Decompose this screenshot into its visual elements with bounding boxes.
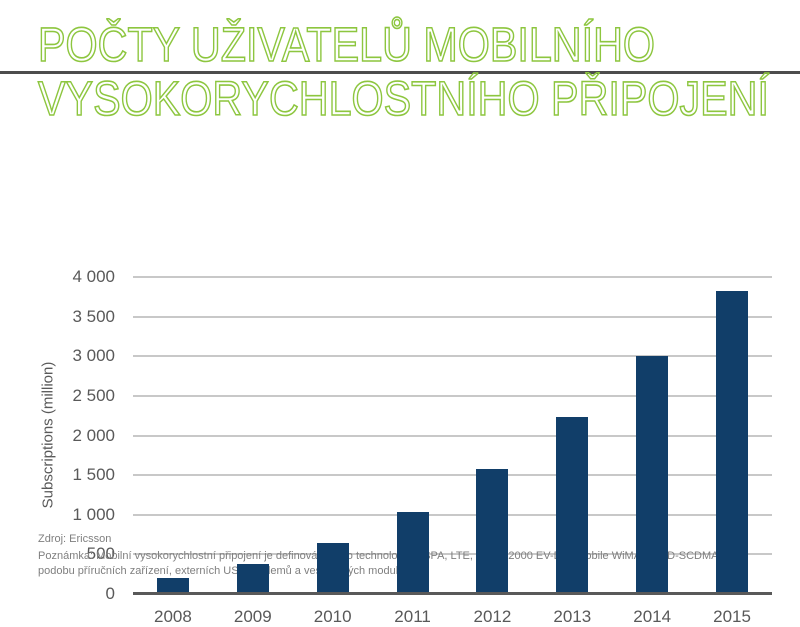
x-tick-label-2013: 2013 xyxy=(553,607,592,626)
x-tick-label-2009: 2009 xyxy=(233,607,272,626)
gridline-1500 xyxy=(133,474,772,477)
y-tick-label-1000: 1 000 xyxy=(72,504,115,524)
bar-slot-2014 xyxy=(612,277,692,594)
plot-area xyxy=(133,276,772,595)
bar-slot-2011 xyxy=(373,277,453,594)
bar-slot-2010 xyxy=(293,277,373,594)
bar-2012 xyxy=(476,469,509,594)
x-tick-label-2011: 2011 xyxy=(394,607,431,626)
gridline-3000 xyxy=(133,355,772,358)
gridline-4000 xyxy=(133,276,772,278)
title-divider-line xyxy=(0,71,800,74)
bar-slot-2009 xyxy=(213,277,293,594)
y-tick-label-3000: 3 000 xyxy=(72,346,115,366)
y-tick-label-500: 500 xyxy=(86,544,115,564)
y-tick-label-0: 0 xyxy=(105,584,115,603)
page-title-line-1: POČTY UŽIVATELŮ MOBILNÍHO xyxy=(37,19,656,72)
bar-2011 xyxy=(396,511,429,594)
y-tick-label-2500: 2 500 xyxy=(72,385,115,405)
y-axis-title: Subscriptions (million) xyxy=(39,361,57,509)
x-tick-label-2012: 2012 xyxy=(473,607,512,626)
x-tick-label-2015: 2015 xyxy=(713,607,751,626)
bar-slot-2015 xyxy=(692,277,772,594)
y-axis-tick-labels: 0 500 1 000 1 500 2 000 2 500 3 000 3 500 4 000 xyxy=(55,268,115,603)
x-axis-baseline xyxy=(133,592,772,595)
y-tick-label-1500: 1 500 xyxy=(72,465,115,485)
bar-2008 xyxy=(156,578,189,594)
gridline-3500 xyxy=(133,315,772,318)
gridline-1000 xyxy=(133,513,772,516)
page-title-line-2: VYSOKORYCHLOSTNÍHO PŘIPOJENÍ xyxy=(37,73,769,126)
bar-2009 xyxy=(236,564,269,594)
x-tick-label-2008: 2008 xyxy=(154,607,192,626)
x-axis-tick-labels: 2008 2009 2010 2011 2012 2013 2014 2015 xyxy=(133,607,772,627)
bar-slot-2012 xyxy=(453,277,533,594)
y-tick-label-4000: 4 000 xyxy=(72,267,115,286)
bar-slot-2008 xyxy=(133,277,213,594)
gridline-500 xyxy=(133,553,772,556)
bar-2014 xyxy=(636,356,669,594)
bar-2013 xyxy=(556,417,589,594)
bar-slot-2013 xyxy=(532,277,612,594)
source-text: Zdroj: Ericsson xyxy=(38,533,112,545)
y-tick-label-2000: 2 000 xyxy=(72,425,115,445)
bar-chart: Subscriptions (million) 0 500 1 000 1 500 2 … xyxy=(0,130,800,626)
x-tick-label-2014: 2014 xyxy=(633,607,672,626)
gridline-2500 xyxy=(133,394,772,397)
gridline-2000 xyxy=(133,434,772,437)
y-tick-label-3500: 3 500 xyxy=(72,306,115,326)
slide: POČTY UŽIVATELŮ MOBILNÍHO VYSOKORYCHLOST… xyxy=(0,19,800,626)
bar-2010 xyxy=(316,542,349,594)
bar-2015 xyxy=(716,291,749,594)
x-tick-label-2010: 2010 xyxy=(313,607,352,626)
bar-series xyxy=(133,277,772,594)
